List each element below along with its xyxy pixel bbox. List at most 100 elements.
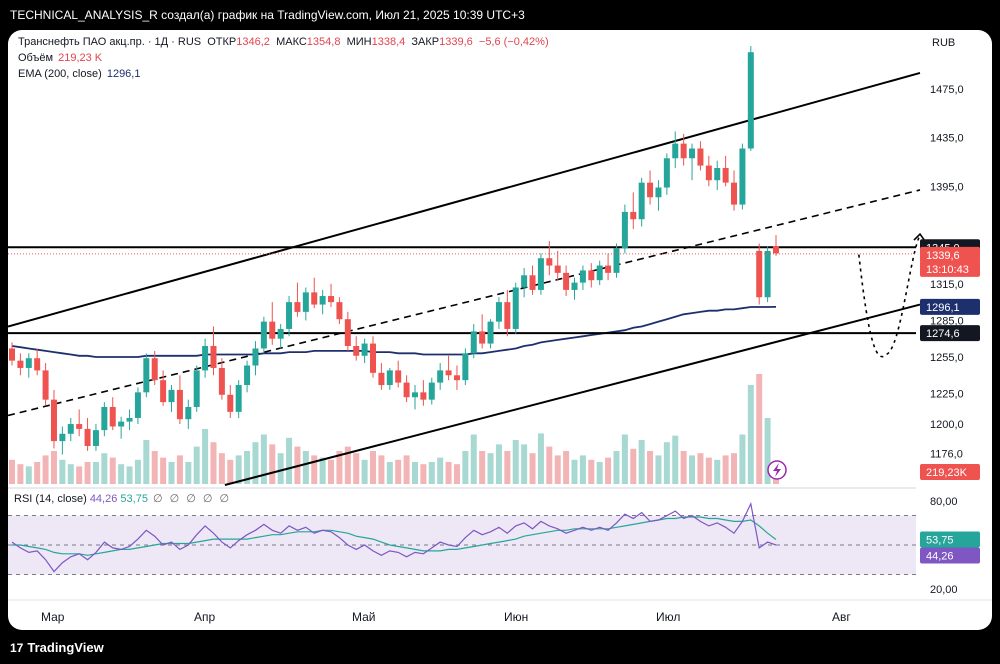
candle-body — [722, 168, 729, 183]
price-badge — [920, 325, 980, 342]
volume-bar — [59, 459, 66, 484]
volume-bar — [705, 457, 712, 484]
volume-bar — [462, 451, 469, 484]
volume-bar — [453, 464, 460, 484]
volume-bar — [638, 440, 645, 484]
candle-body — [218, 367, 225, 395]
y-tick-label: 1475,0 — [930, 84, 964, 96]
candle-body — [739, 148, 746, 205]
candle-body — [621, 211, 628, 249]
volume-bar — [235, 455, 242, 484]
volume-bar — [495, 444, 502, 484]
volume-bar — [739, 434, 746, 484]
volume-bar — [336, 451, 343, 484]
candle-body — [554, 265, 561, 273]
candle-body — [277, 328, 284, 339]
rsi-ma-value: 53,75 — [120, 493, 148, 505]
candle-body — [34, 358, 41, 371]
candle-body — [151, 358, 158, 381]
candle-body — [193, 370, 200, 407]
candle-body — [185, 406, 192, 420]
volume-bar — [344, 446, 351, 484]
candle-body — [571, 282, 578, 290]
legend-high-label: МАКС — [276, 36, 307, 48]
candle-body — [428, 382, 435, 400]
candle-body — [252, 348, 259, 366]
candle-body — [244, 365, 251, 386]
price-badge-label: 1339,6 — [926, 250, 960, 262]
price-badge — [920, 260, 980, 277]
x-tick-label: Май — [352, 610, 376, 624]
volume-bar — [252, 442, 259, 484]
volume-bar — [613, 451, 620, 484]
candle-body — [487, 321, 494, 344]
candle-body — [134, 392, 141, 418]
ema-line — [11, 306, 777, 358]
chart-svg[interactable]: 1475,0 1435,0 1395,0 1315,0 1285,0 1255,0 1225… — [8, 30, 992, 630]
volume-bar — [34, 462, 41, 484]
candle-body — [731, 182, 738, 205]
candle-body — [67, 424, 74, 434]
volume-bar — [445, 462, 452, 484]
tradingview-logo-icon: 17 — [10, 641, 24, 655]
legend-low-label: МИН — [346, 36, 372, 48]
volume-bar — [487, 453, 494, 484]
volume-bar — [663, 442, 670, 484]
legend-volume-label[interactable]: Объём — [18, 52, 54, 64]
volume-bar — [546, 446, 553, 484]
chart-panel[interactable]: 1475,0 1435,0 1395,0 1315,0 1285,0 1255,0 1225… — [8, 30, 992, 630]
candle-body — [689, 148, 696, 159]
rsi-badge-label: 44,26 — [926, 550, 954, 562]
candle-body — [747, 52, 754, 149]
price-badge — [920, 298, 980, 315]
candle-body — [76, 424, 83, 429]
y-tick-label: 1315,0 — [930, 279, 964, 291]
volume-bar — [512, 440, 519, 484]
volume-bar — [731, 453, 738, 484]
candle-body — [588, 270, 595, 281]
volume-bar — [630, 448, 637, 484]
candle-body — [764, 250, 771, 298]
candle-body — [403, 382, 410, 398]
volume-bar — [118, 464, 125, 484]
y-tick-label: 1176,0 — [930, 448, 963, 460]
candle-body — [504, 302, 511, 329]
volume-bar — [621, 434, 628, 484]
candle-body — [353, 346, 360, 356]
candle-body — [235, 385, 242, 412]
volume-bar — [647, 451, 654, 484]
candle-body — [613, 248, 620, 273]
legend-symbol[interactable]: Транснефть ПАО акц.пр. · 1Д · RUS — [18, 36, 202, 48]
rsi-line — [11, 501, 777, 573]
volume-bar — [428, 462, 435, 484]
legend-ema: 1296,1 — [106, 68, 141, 80]
tradingview-logo[interactable]: 17 TradingView — [10, 640, 104, 655]
candle-body — [680, 143, 687, 159]
candle-body — [386, 370, 393, 386]
x-tick-label: Июл — [656, 610, 680, 624]
volume-bar — [361, 459, 368, 484]
volume-bar — [193, 446, 200, 484]
rsi-label[interactable]: RSI (14, close) — [14, 493, 87, 505]
legend-ema-label[interactable]: EMA (200, close) — [18, 68, 102, 80]
price-badge — [920, 246, 980, 263]
share-header: TECHNICAL_ANALYSIS_R создал(а) график на… — [0, 0, 1000, 30]
candle-body — [605, 265, 612, 273]
candle-body — [630, 211, 637, 220]
candle-body — [126, 417, 133, 422]
volume-bar — [605, 457, 612, 484]
volume-bar — [126, 466, 133, 484]
volume-bar — [722, 455, 729, 484]
candle-body — [336, 302, 343, 320]
candle-body — [84, 428, 91, 446]
candle-body — [101, 406, 108, 431]
candle-body — [168, 389, 175, 403]
candle-body — [756, 250, 763, 298]
candle-body — [202, 346, 209, 371]
candle-body — [370, 343, 377, 373]
volume-bar — [244, 451, 251, 484]
candle-body — [92, 430, 99, 446]
volume-bar — [378, 455, 385, 484]
legend-close: 1339,6 — [439, 36, 473, 48]
candle-body — [773, 246, 779, 254]
